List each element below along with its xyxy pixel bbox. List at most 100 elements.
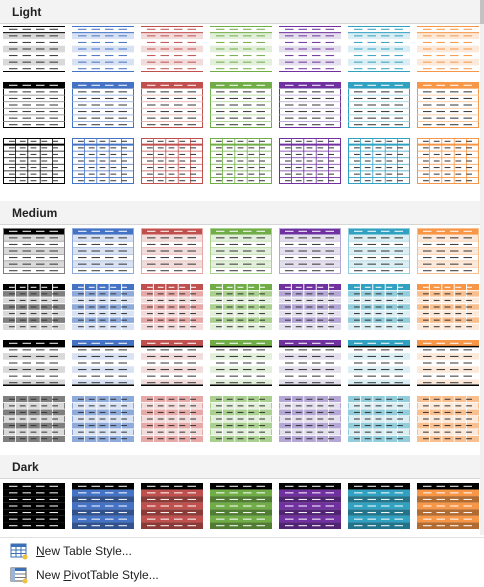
table-style-preview xyxy=(348,340,410,386)
table-style-light-7[interactable] xyxy=(417,26,479,72)
table-style-light-17[interactable] xyxy=(141,138,203,184)
table-style-preview xyxy=(72,340,134,386)
table-style-preview xyxy=(348,396,410,442)
table-style-light-10[interactable] xyxy=(141,82,203,128)
table-style-medium-15[interactable] xyxy=(3,340,65,386)
table-style-preview xyxy=(141,396,203,442)
table-style-light-12[interactable] xyxy=(279,82,341,128)
section-header-light: Light xyxy=(0,0,480,24)
gallery-scrollbar[interactable] xyxy=(480,0,484,535)
table-style-medium-3[interactable] xyxy=(141,228,203,274)
table-style-preview xyxy=(348,138,410,184)
table-style-medium-4[interactable] xyxy=(210,228,272,274)
table-style-preview xyxy=(279,138,341,184)
table-style-light-21[interactable] xyxy=(417,138,479,184)
table-style-medium-26[interactable] xyxy=(279,396,341,442)
table-style-preview xyxy=(279,396,341,442)
section-header-medium: Medium xyxy=(0,201,480,225)
table-style-light-13[interactable] xyxy=(348,82,410,128)
table-style-dark-4[interactable] xyxy=(210,483,272,529)
new-table-style-menu-item[interactable]: New Table Style... xyxy=(0,539,484,563)
table-style-preview xyxy=(72,228,134,274)
table-style-preview xyxy=(279,26,341,72)
table-style-light-18[interactable] xyxy=(210,138,272,184)
table-style-light-8[interactable] xyxy=(3,82,65,128)
table-style-medium-2[interactable] xyxy=(72,228,134,274)
table-style-icon xyxy=(10,542,28,560)
table-style-medium-27[interactable] xyxy=(348,396,410,442)
table-style-preview xyxy=(348,82,410,128)
table-style-light-11[interactable] xyxy=(210,82,272,128)
table-style-preview xyxy=(3,340,65,386)
table-style-preview xyxy=(417,26,479,72)
table-style-medium-18[interactable] xyxy=(210,340,272,386)
table-style-light-3[interactable] xyxy=(141,26,203,72)
table-style-preview xyxy=(348,26,410,72)
table-style-light-6[interactable] xyxy=(348,26,410,72)
table-style-medium-21[interactable] xyxy=(417,340,479,386)
table-style-preview xyxy=(348,483,410,529)
table-style-preview xyxy=(141,483,203,529)
table-style-preview xyxy=(348,228,410,274)
table-style-medium-6[interactable] xyxy=(348,228,410,274)
table-style-preview xyxy=(417,138,479,184)
table-style-preview xyxy=(279,228,341,274)
table-style-medium-14[interactable] xyxy=(417,284,479,330)
table-style-preview xyxy=(72,82,134,128)
table-style-preview xyxy=(210,138,272,184)
table-style-preview xyxy=(141,138,203,184)
table-style-light-5[interactable] xyxy=(279,26,341,72)
table-style-preview xyxy=(279,82,341,128)
section-label-dark: Dark xyxy=(12,460,39,474)
table-style-dark-1[interactable] xyxy=(3,483,65,529)
table-style-medium-8[interactable] xyxy=(3,284,65,330)
table-style-dark-7[interactable] xyxy=(417,483,479,529)
table-style-medium-5[interactable] xyxy=(279,228,341,274)
table-style-medium-1[interactable] xyxy=(3,228,65,274)
table-style-medium-20[interactable] xyxy=(348,340,410,386)
table-style-dark-5[interactable] xyxy=(279,483,341,529)
scrollbar-thumb[interactable] xyxy=(480,0,484,24)
table-style-light-9[interactable] xyxy=(72,82,134,128)
table-style-light-20[interactable] xyxy=(348,138,410,184)
table-style-medium-24[interactable] xyxy=(141,396,203,442)
table-style-medium-12[interactable] xyxy=(279,284,341,330)
table-style-medium-11[interactable] xyxy=(210,284,272,330)
table-style-medium-23[interactable] xyxy=(72,396,134,442)
table-style-medium-7[interactable] xyxy=(417,228,479,274)
table-style-light-19[interactable] xyxy=(279,138,341,184)
table-style-preview xyxy=(3,396,65,442)
table-style-preview xyxy=(417,340,479,386)
table-style-medium-22[interactable] xyxy=(3,396,65,442)
table-style-light-4[interactable] xyxy=(210,26,272,72)
table-style-light-15[interactable] xyxy=(3,138,65,184)
table-style-medium-13[interactable] xyxy=(348,284,410,330)
new-pivottable-style-menu-item[interactable]: New PivotTable Style... xyxy=(0,563,484,587)
table-style-preview xyxy=(279,340,341,386)
table-style-medium-10[interactable] xyxy=(141,284,203,330)
section-label-light: Light xyxy=(12,5,42,19)
table-style-preview xyxy=(417,483,479,529)
table-style-dark-3[interactable] xyxy=(141,483,203,529)
table-style-light-2[interactable] xyxy=(72,26,134,72)
section-label-medium: Medium xyxy=(12,206,58,220)
table-style-dark-2[interactable] xyxy=(72,483,134,529)
table-style-preview xyxy=(279,483,341,529)
table-style-medium-28[interactable] xyxy=(417,396,479,442)
table-style-medium-16[interactable] xyxy=(72,340,134,386)
table-style-preview xyxy=(3,26,65,72)
table-style-medium-25[interactable] xyxy=(210,396,272,442)
table-style-light-1[interactable] xyxy=(3,26,65,72)
table-style-medium-9[interactable] xyxy=(72,284,134,330)
table-style-preview xyxy=(210,228,272,274)
table-style-light-16[interactable] xyxy=(72,138,134,184)
table-style-dark-6[interactable] xyxy=(348,483,410,529)
table-style-medium-17[interactable] xyxy=(141,340,203,386)
table-style-preview xyxy=(210,82,272,128)
new-table-style-label: New Table Style... xyxy=(36,544,132,558)
table-style-medium-19[interactable] xyxy=(279,340,341,386)
table-style-preview xyxy=(279,284,341,330)
table-style-light-14[interactable] xyxy=(417,82,479,128)
table-style-preview xyxy=(141,228,203,274)
